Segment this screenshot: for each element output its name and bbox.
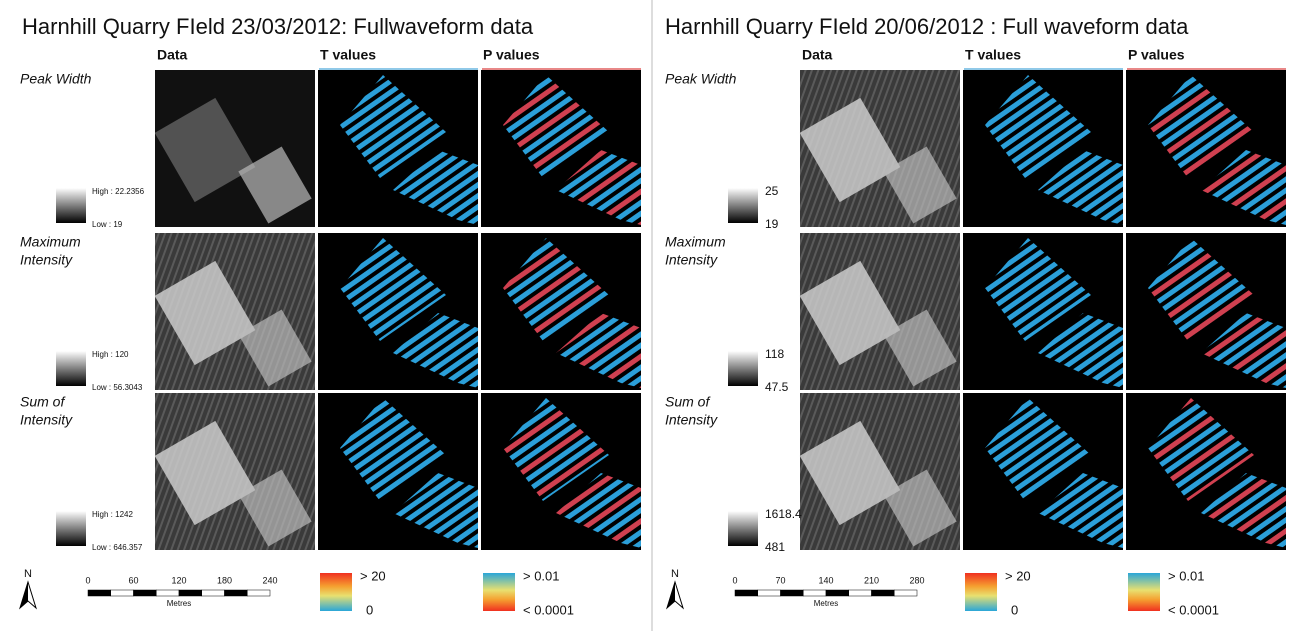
- row-label: Maximum: [665, 234, 726, 250]
- scale-segment: [872, 590, 895, 596]
- scale-tick-label: 0: [732, 575, 737, 585]
- row-label: Intensity: [665, 412, 718, 428]
- scale-segment: [894, 590, 917, 596]
- scale-segment: [202, 590, 225, 596]
- value-legend: [728, 188, 758, 223]
- scale-segment: [247, 590, 270, 596]
- scale-segment: [111, 590, 134, 596]
- figure: Harnhill Quarry FIeld 23/03/2012: Fullwa…: [0, 0, 1289, 631]
- value-legend: [728, 511, 758, 546]
- value-legend: [728, 351, 758, 386]
- legend-high: High : 22.2356: [92, 187, 145, 196]
- legend-low: Low : 56.3043: [92, 383, 143, 392]
- color-legend-bottom: 0: [1011, 602, 1018, 617]
- legend-low: 19: [765, 217, 779, 231]
- panel-title: Harnhill Quarry FIeld 23/03/2012: Fullwa…: [22, 14, 534, 39]
- row-label: Maximum: [20, 234, 81, 250]
- color-legend: [1128, 573, 1160, 611]
- scale-tick-label: 210: [864, 575, 879, 585]
- color-legend: [483, 573, 515, 611]
- legend-high: 1618.4: [765, 507, 802, 521]
- scale-segment: [134, 590, 157, 596]
- column-header: P values: [483, 47, 540, 63]
- scale-tick-label: 180: [217, 575, 232, 585]
- row-label: Intensity: [665, 252, 718, 268]
- column-header: P values: [1128, 47, 1185, 63]
- scale-tick-label: 0: [85, 575, 90, 585]
- scale-segment: [781, 590, 804, 596]
- row-label: Peak Width: [665, 71, 737, 87]
- row-label: Intensity: [20, 412, 73, 428]
- scale-segment: [735, 590, 758, 596]
- color-legend: [965, 573, 997, 611]
- legend-low: 47.5: [765, 380, 789, 394]
- scale-segment: [179, 590, 202, 596]
- color-legend-bottom: < 0.0001: [1168, 602, 1219, 617]
- legend-high: High : 120: [92, 350, 129, 359]
- value-legend: [56, 188, 86, 223]
- color-legend-bottom: 0: [366, 602, 373, 617]
- scale-tick-label: 120: [171, 575, 186, 585]
- scale-unit: Metres: [814, 599, 838, 608]
- legend-high: 25: [765, 184, 779, 198]
- row-label: Peak Width: [20, 71, 92, 87]
- scale-tick-label: 240: [262, 575, 277, 585]
- color-legend: [320, 573, 352, 611]
- column-header: T values: [965, 47, 1021, 63]
- scale-segment: [156, 590, 179, 596]
- scale-segment: [803, 590, 826, 596]
- value-legend: [56, 351, 86, 386]
- color-legend-top: > 0.01: [1168, 568, 1205, 583]
- scale-segment: [758, 590, 781, 596]
- legend-low: 481: [765, 540, 785, 554]
- scale-segment: [88, 590, 111, 596]
- value-legend: [56, 511, 86, 546]
- row-label: Intensity: [20, 252, 73, 268]
- legend-high: High : 1242: [92, 510, 133, 519]
- scale-tick-label: 70: [775, 575, 785, 585]
- scale-tick-label: 60: [128, 575, 138, 585]
- legend-low: Low : 646.357: [92, 543, 143, 552]
- scale-unit: Metres: [167, 599, 191, 608]
- color-legend-top: > 0.01: [523, 568, 560, 583]
- scale-segment: [225, 590, 248, 596]
- color-legend-top: > 20: [1005, 568, 1031, 583]
- legend-high: 118: [765, 347, 784, 361]
- scale-tick-label: 280: [909, 575, 924, 585]
- north-label: N: [24, 568, 32, 580]
- legend-low: Low : 19: [92, 220, 123, 229]
- color-legend-bottom: < 0.0001: [523, 602, 574, 617]
- scale-segment: [826, 590, 849, 596]
- column-header: T values: [320, 47, 376, 63]
- column-header: Data: [802, 47, 833, 63]
- column-header: Data: [157, 47, 188, 63]
- scale-tick-label: 140: [818, 575, 833, 585]
- north-label: N: [671, 568, 679, 580]
- row-label: Sum of: [20, 394, 66, 410]
- row-label: Sum of: [665, 394, 711, 410]
- color-legend-top: > 20: [360, 568, 386, 583]
- panel-title: Harnhill Quarry FIeld 20/06/2012 : Full …: [665, 14, 1189, 39]
- scale-segment: [849, 590, 872, 596]
